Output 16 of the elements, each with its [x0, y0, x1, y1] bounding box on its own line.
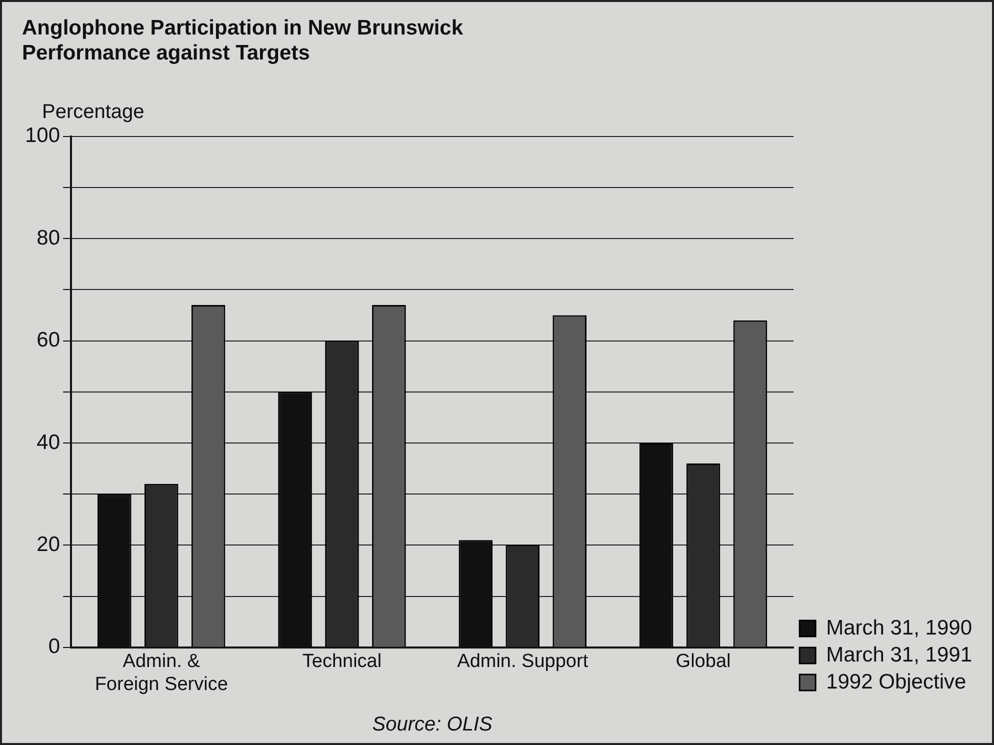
x-tick-label: Global [676, 651, 731, 672]
x-tick-label: Technical [302, 651, 382, 672]
legend-label: March 31, 1991 [826, 643, 972, 666]
legend-label: March 31, 1990 [826, 616, 972, 640]
y-tick-label: 100 [24, 124, 60, 148]
y-tick-label: 80 [36, 226, 60, 250]
y-tick-label: 20 [36, 532, 60, 556]
x-tick-label: Admin. & Foreign Service [94, 651, 228, 695]
source-note: Source: OLIS [372, 714, 493, 736]
legend-label: 1992 Objective [826, 670, 966, 694]
y-axis-title: Percentage [42, 100, 144, 123]
y-tick-label: 40 [36, 430, 60, 454]
x-tick-label: Admin. Support [457, 651, 589, 672]
chart-title: Anglophone Participation in New Brunswick Performance against Targets [22, 16, 464, 65]
y-tick-label: 0 [48, 635, 60, 658]
y-tick-label: 60 [36, 328, 60, 352]
